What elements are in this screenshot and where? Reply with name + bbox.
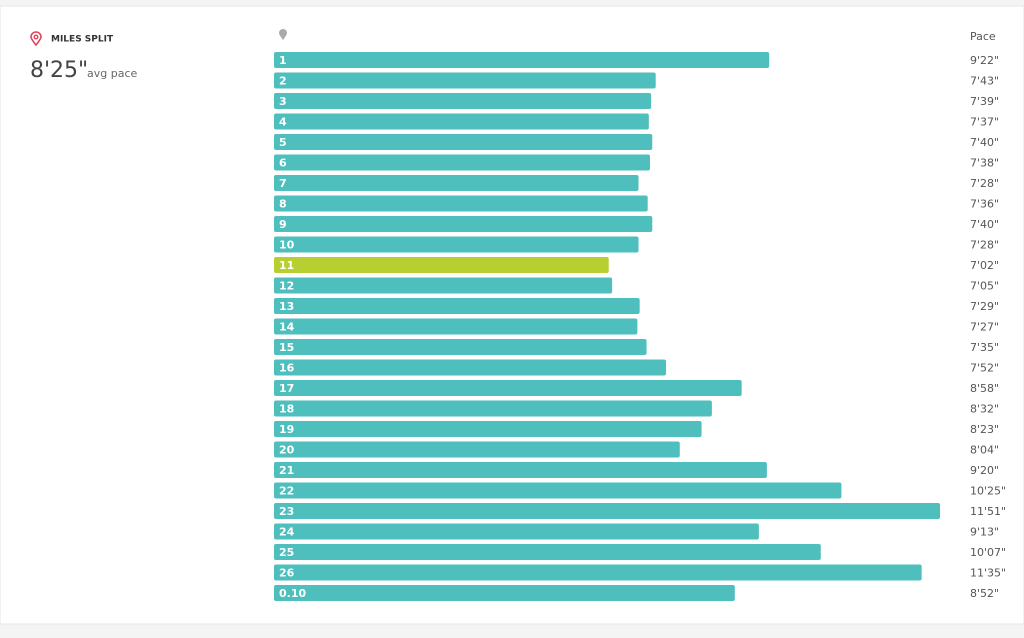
split-label: 10: [279, 239, 295, 252]
split-label: 17: [279, 382, 294, 395]
split-label: 25: [279, 546, 294, 559]
split-label: 15: [279, 341, 294, 354]
bar: [274, 339, 647, 355]
bar: [274, 236, 639, 253]
bar: [274, 380, 742, 396]
bar: [274, 257, 609, 273]
pace-label: 7'38": [970, 157, 999, 170]
bar: [274, 400, 712, 417]
pace-label: 7'27": [970, 321, 999, 334]
pace-label: 7'02": [970, 259, 999, 272]
bar: [274, 359, 667, 376]
bar: [274, 216, 653, 232]
split-label: 1: [279, 54, 287, 67]
pin-icon: [279, 29, 287, 40]
pace-label: 8'32": [970, 403, 999, 416]
split-label: 3: [279, 95, 287, 108]
pace-label: 8'52": [970, 587, 999, 600]
pace-label: 9'22": [970, 54, 999, 67]
bar: [274, 298, 640, 314]
pace-label: 7'40": [970, 218, 999, 231]
value-header: Pace: [970, 30, 996, 43]
split-label: 7: [279, 177, 287, 190]
split-label: 23: [279, 505, 294, 518]
bar: [274, 523, 759, 540]
pace-label: 8'04": [970, 444, 999, 457]
split-label: 5: [279, 136, 287, 149]
bar: [274, 585, 735, 601]
split-label: 16: [279, 362, 295, 375]
bar: [274, 277, 613, 294]
pace-label: 7'05": [970, 280, 999, 293]
split-label: 26: [279, 567, 295, 580]
split-label: 12: [279, 280, 294, 293]
split-label: 8: [279, 198, 287, 211]
pace-label: 8'58": [970, 382, 999, 395]
bar: [274, 441, 680, 458]
split-label: 19: [279, 423, 294, 436]
pace-label: 7'29": [970, 300, 999, 313]
split-label: 0.10: [279, 587, 306, 600]
pace-label: 10'07": [970, 546, 1006, 559]
split-label: 9: [279, 218, 287, 231]
split-label: 20: [279, 444, 295, 457]
split-label: 14: [279, 321, 295, 334]
bar: [274, 134, 653, 150]
pace-label: 10'25": [970, 485, 1006, 498]
bar: [274, 544, 821, 560]
split-label: 18: [279, 403, 294, 416]
bar: [274, 482, 842, 499]
pace-label: 7'28": [970, 239, 999, 252]
pace-label: 7'39": [970, 95, 999, 108]
pace-label: 7'52": [970, 362, 999, 375]
pace-label: 7'43": [970, 75, 999, 88]
pace-label: 8'23": [970, 423, 999, 436]
split-label: 22: [279, 485, 294, 498]
pace-label: 7'40": [970, 136, 999, 149]
pace-label: 11'35": [970, 567, 1006, 580]
pace-label: 7'37": [970, 116, 999, 129]
pace-label: 7'35": [970, 341, 999, 354]
bar: [274, 154, 650, 171]
bar: [274, 503, 940, 519]
title: MILES SPLIT: [51, 35, 114, 45]
avg-pace: 8'25": [30, 58, 88, 83]
bar: [274, 113, 649, 130]
split-label: 4: [279, 116, 287, 129]
pace-label: 7'36": [970, 198, 999, 211]
bar: [274, 564, 922, 581]
split-label: 13: [279, 300, 294, 313]
split-label: 11: [279, 259, 294, 272]
bar: [274, 318, 638, 335]
split-label: 6: [279, 157, 287, 170]
location-icon: [30, 31, 42, 47]
pace-label: 9'20": [970, 464, 999, 477]
bar: [274, 421, 702, 437]
pace-label: 7'28": [970, 177, 999, 190]
pace-label: 11'51": [970, 505, 1006, 518]
split-label: 2: [279, 75, 287, 88]
bar: [274, 93, 652, 109]
bar: [274, 195, 648, 212]
bar: [274, 72, 656, 89]
bar: [274, 462, 767, 478]
split-label: 21: [279, 464, 294, 477]
bar: [274, 175, 639, 191]
bar: [274, 52, 770, 68]
pace-label: 9'13": [970, 526, 999, 539]
avg-pace-label: avg pace: [87, 67, 138, 80]
split-label: 24: [279, 526, 295, 539]
